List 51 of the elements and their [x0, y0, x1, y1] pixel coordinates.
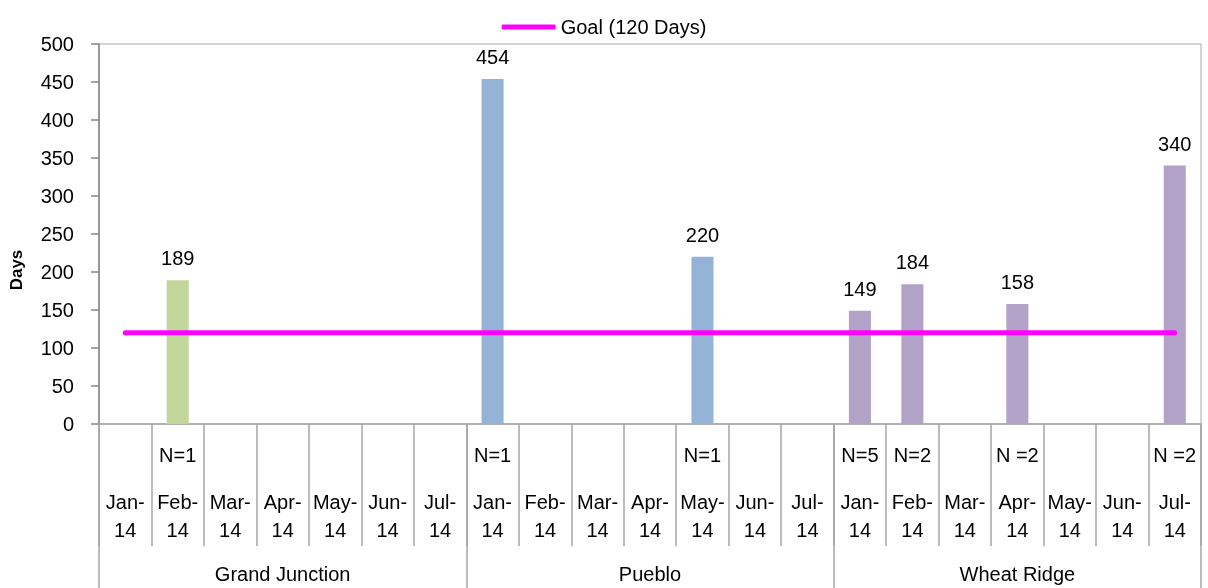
x-tick-label: Feb-14 — [524, 491, 566, 541]
text: Grand Junction — [214, 563, 351, 585]
x-tick-label: Jun-14 — [1102, 491, 1142, 541]
bar — [481, 78, 504, 424]
bar — [848, 310, 871, 424]
text: Pueblo — [618, 563, 682, 585]
bar — [166, 280, 189, 424]
data-label: 149 — [843, 277, 877, 300]
category-label: N=1 May-14 — [680, 444, 725, 541]
bar — [901, 284, 924, 424]
category-label: N=1 Feb-14 — [157, 444, 199, 541]
y-tick-label: 400 — [40, 109, 74, 131]
x-tick-label: May-14 — [312, 491, 358, 541]
legend-label: Goal (120 Days) — [560, 16, 707, 38]
data-label: 340 — [1158, 132, 1192, 155]
bar — [1163, 165, 1186, 424]
data-label: 158 — [1000, 270, 1035, 293]
data-label: 220 — [685, 223, 720, 246]
x-tick-label: Jul-14 — [791, 491, 824, 541]
x-tick-label: Mar-14 — [944, 491, 986, 541]
bar — [691, 256, 714, 424]
x-tick-label: Mar-14 — [576, 491, 619, 541]
x-tick-label: May-14 — [1047, 491, 1093, 541]
data-label: 454 — [475, 45, 510, 68]
y-tick-label: 450 — [40, 71, 74, 93]
category-label: N=2 Feb-14 — [891, 444, 933, 541]
category-label: N=5 Jan-14 — [840, 444, 880, 541]
y-tick-label: 350 — [40, 147, 74, 169]
x-tick-label: Jul-14 — [423, 491, 457, 541]
y-tick-label: 150 — [40, 299, 74, 321]
category-label: N =2 Apr-14 — [995, 444, 1039, 541]
y-tick-label: 0 — [62, 413, 74, 435]
y-tick-label: 250 — [40, 223, 74, 245]
text: Wheat Ridge — [959, 563, 1076, 585]
y-tick-label: 200 — [40, 261, 74, 283]
bar — [1006, 303, 1029, 424]
category-label: N=1 Jan-14 — [473, 444, 513, 541]
y-tick-label: 50 — [51, 375, 74, 397]
y-tick-label: 100 — [40, 337, 74, 359]
x-tick-label: Apr-14 — [631, 491, 669, 541]
x-tick-label: Apr-14 — [263, 491, 302, 541]
x-tick-label: Jun-14 — [735, 491, 775, 541]
x-tick-label: Jun-14 — [368, 491, 408, 541]
y-axis-title: Days — [7, 249, 26, 291]
data-label: 184 — [895, 251, 930, 274]
x-tick-label: Mar-14 — [209, 491, 251, 541]
category-label: N =2 Jul-14 — [1153, 444, 1197, 541]
y-tick-label: 500 — [40, 33, 74, 55]
x-tick-label: Jan-14 — [105, 491, 145, 541]
data-label: 189 — [161, 247, 195, 270]
y-tick-label: 300 — [40, 185, 74, 207]
